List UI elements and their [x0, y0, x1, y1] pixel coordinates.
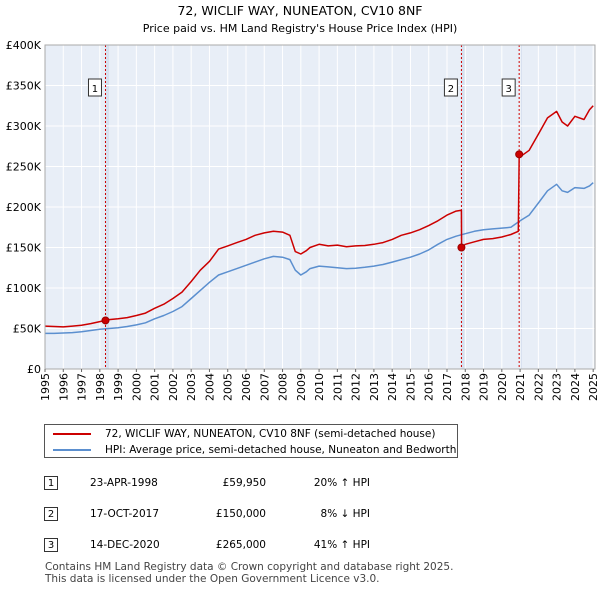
sale-marker-label: 1	[92, 84, 98, 95]
sale-point	[515, 150, 524, 159]
sale-marker-box	[501, 78, 516, 97]
x-tick-label: 2008	[277, 373, 290, 401]
transaction-date: 23-APR-1998	[90, 477, 158, 489]
transaction-hpi: 41% ↑ HPI	[313, 539, 370, 551]
hpi-line	[45, 182, 594, 335]
x-tick-label: 1996	[57, 373, 70, 401]
x-tick-label: 2023	[551, 373, 564, 401]
y-tick-label: £100K	[6, 282, 42, 295]
transaction-hpi: 8% ↓ HPI	[320, 508, 370, 520]
transaction-price: £59,950	[222, 477, 266, 489]
sale-point	[101, 316, 110, 325]
x-tick-label: 2007	[258, 373, 271, 401]
sale-point	[457, 243, 466, 252]
x-tick-label: 2025	[587, 373, 600, 401]
sale-marker-label: 2	[448, 84, 454, 95]
transaction-number: 1	[44, 476, 58, 490]
x-axis: 1995 1996 1997 1998 1999 2000 2001 2002 2003 2004…	[39, 369, 600, 401]
transaction-price: £265,000	[215, 539, 266, 551]
legend-label: 72, WICLIF WAY, NUNEATON, CV10 8NF (semi…	[105, 428, 436, 440]
x-tick-label: 2002	[167, 373, 180, 401]
x-tick-label: 2000	[130, 373, 143, 401]
transaction-number: 2	[44, 507, 58, 521]
y-axis: £0 £50K £100K £150K £200K £250K £300K £350K £400…	[6, 39, 42, 376]
transaction-row: 1 23-APR-1998 £59,950 20% ↑ HPI	[0, 474, 600, 494]
legend: 72, WICLIF WAY, NUNEATON, CV10 8NF (semi…	[44, 424, 458, 458]
x-tick-label: 2021	[514, 373, 527, 401]
x-tick-label: 2017	[441, 373, 454, 401]
x-tick-label: 2001	[149, 373, 162, 401]
x-tick-label: 1997	[76, 373, 89, 401]
transaction-date: 14-DEC-2020	[90, 539, 160, 551]
x-tick-label: 1995	[39, 373, 52, 401]
footer-license: This data is licensed under the Open Gov…	[45, 573, 380, 585]
legend-label: HPI: Average price, semi-detached house,…	[105, 444, 457, 456]
y-tick-label: £0	[27, 363, 41, 376]
x-tick-label: 2005	[222, 373, 235, 401]
transaction-price: £150,000	[215, 508, 266, 520]
legend-item-hpi: HPI: Average price, semi-detached house,…	[53, 442, 456, 458]
legend-swatch-red	[53, 433, 91, 435]
x-tick-label: 2020	[496, 373, 509, 401]
legend-swatch-blue	[53, 449, 91, 451]
x-tick-label: 2012	[350, 373, 363, 401]
property-price-line	[44, 105, 594, 328]
plot-border	[44, 44, 596, 370]
x-tick-label: 2013	[368, 373, 381, 401]
transaction-date: 17-OCT-2017	[90, 508, 159, 520]
y-tick-label: £250K	[6, 161, 42, 174]
y-tick-label: £150K	[6, 242, 42, 255]
sale-marker-label: 3	[505, 84, 511, 95]
x-tick-label: 2003	[185, 373, 198, 401]
x-tick-label: 2019	[478, 373, 491, 401]
x-tick-label: 2004	[203, 373, 216, 401]
series-lines	[44, 105, 594, 335]
x-tick-label: 1998	[94, 373, 107, 401]
transaction-row: 2 17-OCT-2017 £150,000 8% ↓ HPI	[0, 505, 600, 525]
x-tick-label: 2018	[459, 373, 472, 401]
x-tick-label: 2022	[532, 373, 545, 401]
x-tick-label: 2011	[331, 373, 344, 401]
x-tick-label: 2024	[569, 373, 582, 401]
legend-item-property: 72, WICLIF WAY, NUNEATON, CV10 8NF (semi…	[53, 426, 435, 442]
y-tick-label: £50K	[13, 323, 42, 336]
chart-title: 72, WICLIF WAY, NUNEATON, CV10 8NF	[177, 3, 422, 18]
x-tick-label: 2014	[386, 373, 399, 401]
transaction-number: 3	[44, 538, 58, 552]
footer-copyright: Contains HM Land Registry data © Crown c…	[45, 561, 454, 573]
y-tick-label: £350K	[6, 80, 42, 93]
x-tick-label: 2010	[313, 373, 326, 401]
sale-marker-box	[443, 78, 458, 97]
y-tick-label: £300K	[6, 120, 42, 133]
x-tick-label: 2009	[295, 373, 308, 401]
sale-marker-box	[87, 78, 102, 97]
transaction-row: 3 14-DEC-2020 £265,000 41% ↑ HPI	[0, 536, 600, 556]
price-chart: 72, WICLIF WAY, NUNEATON, CV10 8NF Price…	[6, 3, 600, 401]
x-tick-label: 1999	[112, 373, 125, 401]
x-tick-label: 2016	[423, 373, 436, 401]
chart-subtitle: Price paid vs. HM Land Registry's House …	[143, 22, 458, 35]
x-tick-label: 2006	[240, 373, 253, 401]
transaction-hpi: 20% ↑ HPI	[313, 477, 370, 489]
sale-markers: 1 2 3	[87, 45, 524, 369]
y-tick-label: £200K	[6, 201, 42, 214]
y-tick-label: £400K	[6, 39, 42, 52]
x-tick-label: 2015	[404, 373, 417, 401]
